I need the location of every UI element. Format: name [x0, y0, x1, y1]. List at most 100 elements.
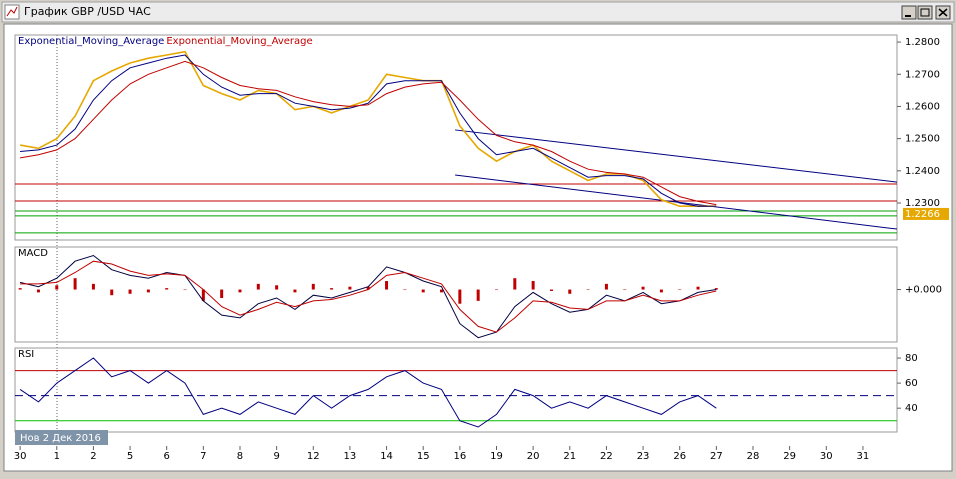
histogram-bar	[586, 289, 590, 291]
histogram-bar	[330, 288, 334, 290]
panel-title: MACD	[18, 248, 48, 259]
panel	[14, 34, 898, 241]
histogram-bar	[183, 289, 187, 291]
histogram-bar	[568, 289, 572, 294]
window-title: График GBP /USD ЧАС	[24, 5, 151, 18]
series-line	[20, 260, 717, 333]
histogram-bar	[110, 289, 114, 296]
series-line	[19, 254, 717, 339]
x-tick-label: 1	[54, 451, 60, 462]
series-line	[19, 357, 717, 428]
histogram-bar	[311, 283, 315, 290]
legend-entry: Exponential_Moving_Average	[18, 36, 164, 47]
x-tick-label: 31	[857, 451, 870, 462]
histogram-bar	[659, 289, 663, 293]
histogram-bar	[476, 289, 480, 301]
x-tick-label: 26	[673, 451, 686, 462]
histogram-bar	[549, 289, 553, 291]
cursor-box	[15, 430, 108, 445]
x-tick-label: 15	[417, 451, 430, 462]
histogram-bar	[73, 278, 77, 290]
x-tick-label: 21	[563, 451, 576, 462]
histogram-bar	[348, 286, 352, 290]
last-price-label: 1.2266	[905, 209, 940, 220]
histogram-bar	[421, 289, 425, 293]
window-buttons[interactable]	[901, 5, 951, 20]
histogram-bar	[256, 283, 260, 290]
cursor-label: Нов 2 Дек 2016	[20, 433, 101, 444]
histogram-bar	[385, 281, 389, 290]
x-tick-label: 20	[527, 451, 540, 462]
series-line	[20, 54, 717, 207]
x-tick-label: 29	[783, 451, 796, 462]
x-tick-label: 30	[14, 451, 27, 462]
histogram-bar	[275, 285, 279, 290]
histogram-bar	[128, 289, 132, 294]
histogram-bar	[201, 289, 205, 301]
x-tick-label: 30	[820, 451, 833, 462]
histogram-bar	[366, 286, 370, 290]
y-tick-label: 1.2400	[905, 166, 940, 177]
histogram-bar	[604, 283, 608, 290]
close-icon	[938, 8, 948, 17]
x-tick-label: 6	[164, 451, 170, 462]
y-tick-label: +0.000	[905, 285, 942, 296]
x-tick-label: 28	[747, 451, 760, 462]
histogram-bar	[403, 289, 407, 291]
y-tick-label: 60	[905, 378, 918, 389]
x-tick-label: 13	[344, 451, 357, 462]
y-tick-label: 1.2800	[905, 37, 940, 48]
legend-entry: Exponential_Moving_Average	[166, 36, 312, 47]
panel	[14, 246, 898, 343]
window-icon	[6, 6, 18, 17]
y-tick-label: 1.2600	[905, 101, 940, 112]
x-tick-label: 8	[237, 451, 243, 462]
trend-line	[455, 129, 898, 183]
y-tick-label: 1.2500	[905, 134, 940, 145]
histogram-bar	[440, 289, 444, 293]
x-tick-label: 7	[200, 451, 206, 462]
maximize-icon	[920, 8, 930, 17]
histogram-bar	[714, 288, 718, 290]
x-tick-label: 9	[273, 451, 279, 462]
histogram-bar	[238, 289, 242, 293]
maximize-button[interactable]	[917, 5, 933, 20]
histogram-bar	[165, 288, 169, 290]
histogram-bar	[55, 285, 59, 290]
histogram-bar	[641, 286, 645, 290]
histogram-bar	[494, 289, 498, 291]
window-icon	[4, 4, 20, 20]
minimize-button[interactable]	[901, 5, 917, 20]
histogram-bar	[513, 278, 517, 290]
x-tick-label: 23	[637, 451, 650, 462]
histogram-bar	[696, 286, 700, 290]
x-tick-label: 14	[380, 451, 393, 462]
histogram-bar	[220, 289, 224, 299]
y-tick-label: 80	[905, 353, 918, 364]
x-tick-label: 27	[710, 451, 723, 462]
panel	[14, 347, 898, 433]
histogram-bar	[531, 281, 535, 290]
y-tick-label: 1.2700	[905, 69, 940, 80]
x-tick-label: 2	[90, 451, 96, 462]
histogram-bar	[458, 289, 462, 304]
x-tick-label: 19	[490, 451, 503, 462]
x-tick-label: 22	[600, 451, 613, 462]
histogram-bar	[91, 283, 95, 290]
y-tick-label: 40	[905, 403, 918, 414]
last-price-box	[903, 207, 949, 220]
y-tick-label: 1.2300	[905, 198, 940, 209]
plot: Exponential_Moving_Average Exponential_Mo…	[14, 34, 949, 462]
histogram-bar	[678, 289, 682, 291]
x-tick-label: 16	[453, 451, 466, 462]
series-line	[20, 60, 717, 206]
x-tick-label: 12	[307, 451, 320, 462]
histogram-bar	[18, 288, 22, 290]
histogram-bar	[293, 289, 297, 293]
trend-line	[455, 174, 898, 230]
title-bar	[1, 1, 955, 23]
panel-title: RSI	[18, 349, 34, 360]
histogram-bar	[36, 289, 40, 293]
